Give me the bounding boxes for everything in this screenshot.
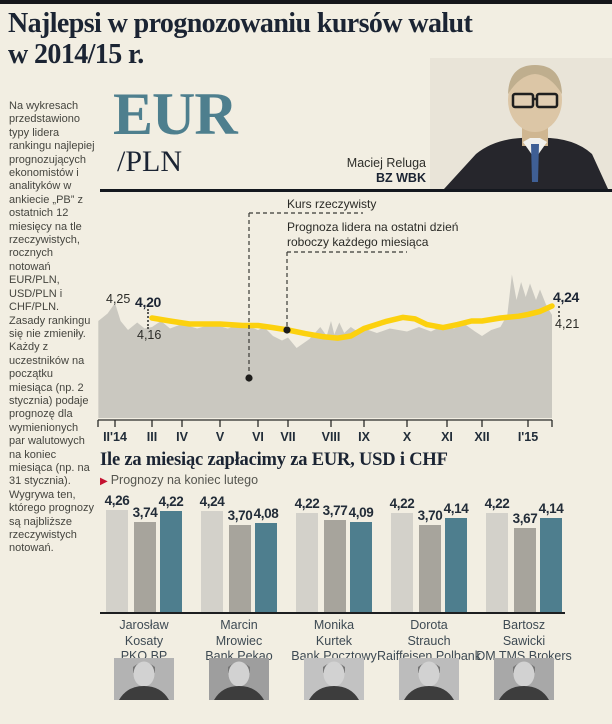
actual-rate-area [98, 274, 553, 418]
bar-chart-baseline [100, 612, 565, 614]
bar-value-label: 4,24 [199, 494, 225, 510]
bar-chf [255, 522, 277, 613]
forecast-line [149, 303, 555, 341]
dotted-connector-start [147, 309, 149, 329]
bar-chf [350, 521, 372, 613]
bar-usd [134, 521, 156, 613]
leader-caption: Maciej Reluga BZ WBK [312, 156, 426, 186]
x-tick-label: IX [358, 430, 370, 444]
x-tick-label: I'15 [518, 430, 538, 444]
label-forecast-start: 4,20 [135, 294, 162, 310]
bar-value-label: 4,14 [443, 500, 469, 516]
bar-usd [229, 525, 251, 613]
x-tick-label: IV [176, 430, 188, 444]
bar-value-label: 4,22 [389, 495, 415, 511]
annotation-dot-actual [245, 374, 253, 382]
analyst-photo [114, 658, 174, 700]
bar-chf [445, 517, 467, 613]
bar-value-label: 4,22 [294, 495, 320, 511]
annotation-actual-series: Kurs rzeczywisty [287, 197, 377, 211]
bar-usd [324, 519, 346, 613]
annotation-dot-forecast [283, 326, 291, 334]
currency-pair-base: EUR [113, 81, 238, 147]
analyst-photo [209, 658, 269, 700]
bar-value-label: 3,74 [132, 504, 158, 520]
bar-value-label: 4,26 [104, 492, 130, 508]
dotted-connector-end [558, 306, 560, 317]
annotation-leader-lines [248, 212, 407, 374]
x-tick-label: VI [252, 430, 264, 444]
bar-chf [540, 517, 562, 613]
bar-value-label: 3,77 [322, 502, 348, 518]
bar-eur [296, 512, 318, 613]
currency-pair-quote: /PLN [117, 145, 183, 178]
bar-value-label: 4,14 [538, 500, 564, 516]
x-tick-label: X [403, 430, 412, 444]
x-tick-label: VIII [322, 430, 341, 444]
leader-name: Maciej Reluga [346, 156, 426, 170]
bar-value-label: 3,70 [227, 508, 253, 524]
header-divider [100, 189, 612, 192]
bar-section-subtitle: ▶ Prognozy na koniec lutego [100, 473, 259, 487]
x-tick-label: II'14 [103, 430, 127, 444]
x-tick-label: III [147, 430, 157, 444]
page-title-line1: Najlepsi w prognozowaniu kursów walut [8, 8, 473, 39]
bar-eur [391, 512, 413, 613]
bar-eur [201, 511, 223, 613]
leader-bank: BZ WBK [376, 171, 426, 185]
bar-eur [106, 509, 128, 613]
x-tick-label: V [216, 430, 225, 444]
x-tick-label: XI [441, 430, 453, 444]
bar-value-label: 3,67 [512, 510, 538, 526]
bar-eur [486, 512, 508, 613]
label-actual-start: 4,25 [106, 292, 131, 306]
bar-chf [160, 511, 182, 613]
bar-value-label: 4,08 [253, 505, 279, 521]
page-title: Najlepsi w prognozowaniu kursów walut w … [8, 8, 528, 71]
bar-section-title: Ile za miesiąc zapłacimy za EUR, USD i C… [100, 450, 448, 470]
leader-photo [430, 58, 612, 189]
intro-text: Na wykresach przedstawiono typy lidera r… [9, 100, 95, 555]
x-axis: II'14 III IV V VI VII VIII IX X XI XII I'15 [97, 419, 553, 444]
leader-portrait-illustration [430, 58, 612, 189]
bullet-arrow-icon: ▶ [100, 476, 108, 487]
bar-value-label: 4,22 [484, 495, 510, 511]
label-forecast-end: 4,24 [553, 289, 580, 305]
analyst-photo [494, 658, 554, 700]
annotation-forecast-series: Prognoza lidera na ostatni dzień roboczy… [287, 220, 459, 249]
label-actual-at-start: 4,16 [137, 328, 162, 342]
bar-value-label: 4,22 [158, 494, 184, 510]
bar-value-label: 4,09 [348, 504, 374, 520]
x-tick-label: VII [280, 430, 295, 444]
label-actual-end: 4,21 [555, 317, 580, 331]
top-rule [0, 0, 612, 4]
x-tick-label: XII [474, 430, 489, 444]
eurpln-line-chart: II'14 III IV V VI VII VIII IX X XI XII I'15 [97, 212, 555, 444]
bar-usd [419, 525, 441, 613]
bar-usd [514, 527, 536, 613]
analyst-photo [304, 658, 364, 700]
analyst-photo [399, 658, 459, 700]
bar-value-label: 3,70 [417, 508, 443, 524]
page-title-line2: w 2014/15 r. [8, 39, 144, 71]
